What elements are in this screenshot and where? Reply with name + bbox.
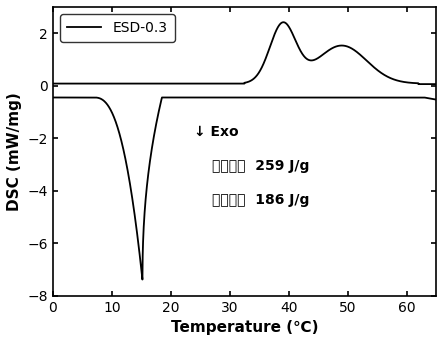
- Y-axis label: DSC (mW/mg): DSC (mW/mg): [7, 92, 22, 211]
- Text: 熔化烵：  259 J/g: 熔化烵： 259 J/g: [212, 159, 309, 173]
- Text: ↓ Exo: ↓ Exo: [194, 125, 239, 139]
- X-axis label: Temperature (℃): Temperature (℃): [171, 320, 318, 335]
- Text: 凝固烵：  186 J/g: 凝固烵： 186 J/g: [212, 193, 309, 207]
- Legend: ESD-0.3: ESD-0.3: [60, 14, 175, 42]
